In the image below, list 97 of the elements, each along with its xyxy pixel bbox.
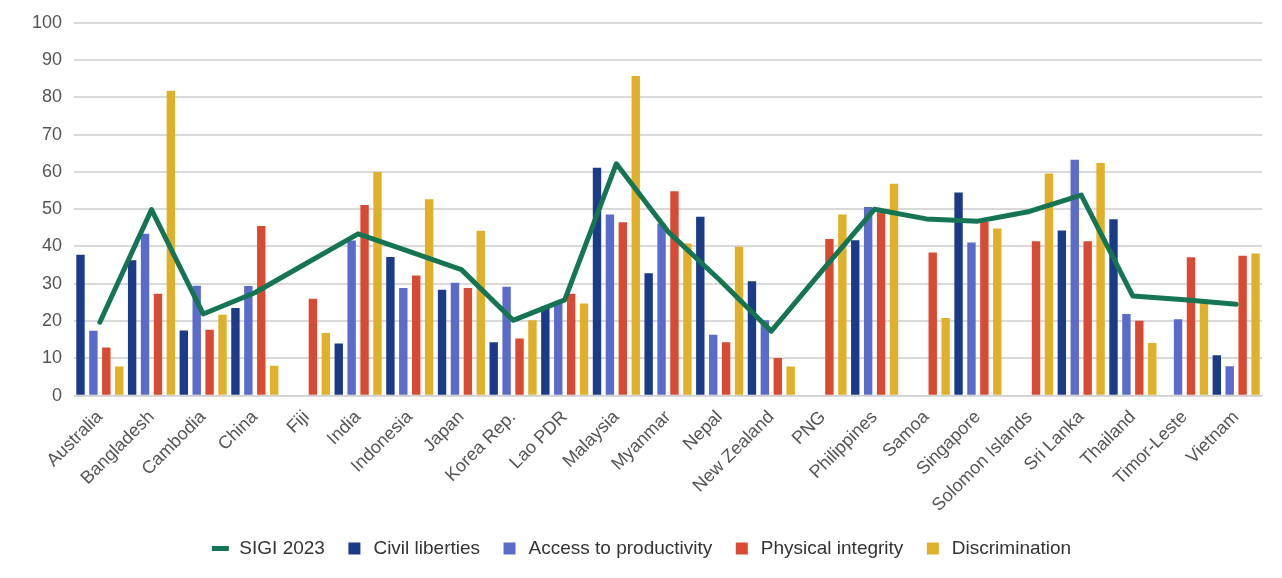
- bar: [347, 240, 356, 395]
- bar: [786, 366, 795, 395]
- bar: [140, 233, 150, 395]
- bar: [89, 330, 98, 395]
- bar: [373, 171, 382, 395]
- y-tick-label: 30: [42, 272, 63, 293]
- y-tick-label: 0: [52, 384, 63, 405]
- bar: [476, 230, 485, 395]
- bar: [644, 273, 653, 395]
- bar: [825, 239, 834, 395]
- bar: [941, 318, 950, 395]
- bar: [463, 287, 473, 395]
- legend-label: Access to productivity: [528, 536, 713, 558]
- y-tick-label: 60: [42, 160, 63, 181]
- bar: [1238, 255, 1247, 395]
- bar: [980, 221, 989, 395]
- bar: [851, 240, 860, 395]
- bar: [1096, 162, 1105, 395]
- bar: [1212, 355, 1221, 395]
- bar: [1173, 319, 1183, 395]
- bar: [993, 228, 1002, 395]
- bar: [1251, 253, 1260, 395]
- bar: [399, 287, 408, 395]
- bar: [618, 222, 628, 395]
- bar: [489, 342, 498, 395]
- bar: [257, 225, 266, 395]
- y-tick-label: 70: [42, 123, 63, 144]
- bar: [605, 214, 615, 395]
- bar: [231, 308, 240, 395]
- bar: [734, 246, 744, 395]
- bar: [153, 293, 163, 395]
- bar: [863, 206, 873, 395]
- bar: [1031, 241, 1041, 395]
- bar: [683, 243, 692, 395]
- bar: [1070, 159, 1079, 395]
- bar: [102, 347, 111, 395]
- bar: [115, 366, 124, 395]
- bar: [1083, 241, 1092, 395]
- y-tick-label: 10: [42, 347, 63, 368]
- bar: [889, 183, 899, 395]
- bar: [967, 242, 976, 395]
- bar: [437, 289, 447, 395]
- y-tick-label: 80: [42, 86, 63, 107]
- bar: [321, 332, 331, 395]
- bar: [1109, 219, 1118, 395]
- bar: [334, 343, 343, 395]
- bar: [541, 306, 550, 395]
- bar: [502, 286, 511, 395]
- bar: [269, 365, 279, 395]
- bar: [747, 281, 757, 395]
- bar: [166, 90, 176, 395]
- bar: [450, 282, 460, 395]
- y-tick-label: 50: [42, 198, 63, 219]
- bar: [528, 320, 537, 395]
- bar: [127, 260, 137, 395]
- bar: [205, 329, 214, 395]
- bar: [412, 275, 421, 395]
- bar: [179, 330, 188, 395]
- bar: [709, 334, 718, 395]
- bar: [424, 199, 434, 395]
- bar: [1135, 320, 1144, 395]
- bar: [1186, 257, 1196, 395]
- legend-label: SIGI 2023: [239, 536, 325, 558]
- bar: [554, 302, 563, 395]
- bar: [954, 192, 963, 395]
- legend-label: Civil liberties: [373, 536, 481, 558]
- bar: [876, 212, 886, 395]
- x-tick-label: Fiji: [282, 406, 313, 437]
- bar: [657, 223, 666, 395]
- bar: [773, 357, 782, 395]
- bar: [1199, 302, 1209, 395]
- bar: [1148, 343, 1157, 395]
- bar: [1044, 173, 1054, 395]
- bar: [386, 256, 395, 395]
- y-tick-label: 20: [42, 310, 63, 331]
- bar: [566, 293, 576, 395]
- bar: [515, 338, 524, 395]
- bar: [76, 254, 85, 395]
- y-tick-label: 100: [31, 11, 63, 32]
- bar: [360, 205, 369, 395]
- bar: [696, 216, 705, 395]
- bar: [218, 314, 227, 395]
- bar: [244, 286, 253, 395]
- bar: [721, 342, 731, 395]
- bar: [670, 191, 679, 395]
- bar: [579, 303, 589, 395]
- y-tick-label: 90: [42, 49, 63, 70]
- bar: [1225, 366, 1234, 395]
- bar: [1122, 313, 1131, 395]
- legend-label: Physical integrity: [760, 536, 904, 558]
- bar: [928, 252, 937, 395]
- bar: [1057, 230, 1067, 395]
- bar: [838, 214, 847, 395]
- legend-label: Discrimination: [951, 536, 1072, 558]
- bar: [308, 298, 318, 395]
- bar: [631, 76, 640, 395]
- y-tick-label: 40: [42, 235, 63, 256]
